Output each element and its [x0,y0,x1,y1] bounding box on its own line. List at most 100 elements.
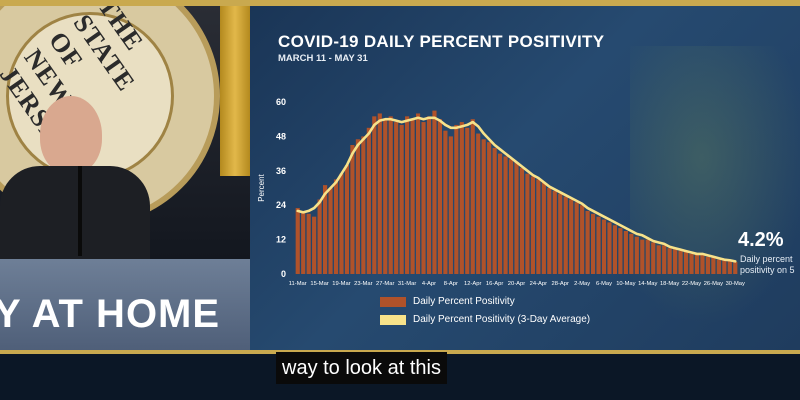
x-tick-label: 4-Apr [422,281,436,287]
x-tick-label: 28-Apr [552,281,569,287]
bar [640,239,645,274]
legend-label-line: Daily Percent Positivity (3-Day Average) [413,314,591,325]
bar [339,173,344,274]
bar [344,165,350,274]
bar [470,119,475,274]
bar [596,216,601,274]
presenter-head [40,96,102,174]
bar [421,122,426,274]
presenter-panel: THE STATE OF NEW JERSEY Y AT HOME [0,6,250,350]
bar [662,245,667,274]
bar [508,159,514,274]
bar [667,248,672,274]
presenter-figure [0,96,150,276]
bar [301,210,306,274]
bar [487,142,492,274]
bar [361,136,366,274]
x-tick-label: 19-Mar [332,281,350,287]
chart-panel: COVID-19 DAILY PERCENT POSITIVITY MARCH … [250,6,800,350]
bar [590,213,596,274]
y-tick-label: 36 [276,166,286,176]
x-tick-label: 2-May [574,281,590,287]
latest-caption-line1: Daily percent [740,254,793,264]
bar [459,122,464,274]
top-gold-strip [0,0,800,6]
bar [317,199,322,274]
bar [574,202,579,274]
bar [432,110,437,274]
chart-subtitle: MARCH 11 - MAY 31 [278,53,368,64]
podium [0,259,250,350]
bar [683,251,689,274]
bar [705,256,710,274]
bar [536,179,541,274]
bar [530,176,535,274]
bar [415,113,421,274]
x-tick-label: 31-Mar [398,281,416,287]
latest-value-caption: Daily percent positivity on 5 [740,254,800,276]
bar [323,185,328,274]
background-photo-figure [630,46,800,326]
bar [580,205,585,274]
bar [328,188,333,274]
y-tick-label: 48 [276,131,286,141]
bar [426,116,432,274]
bar [394,122,399,274]
bar [366,127,371,274]
bar [612,225,618,274]
bar [498,153,503,274]
bar [645,239,650,274]
bar [454,124,459,274]
bar [476,133,481,274]
y-axis-label: Percent [257,173,266,201]
latest-value-callout: 4.2% [738,229,784,251]
y-tick-label: 24 [276,200,286,210]
bar [629,233,634,274]
bar [465,127,470,274]
bar [410,119,415,274]
bar [563,196,568,274]
legend-swatch-line [380,314,406,325]
y-tick-label: 12 [276,235,286,245]
bar [295,208,300,274]
bar [673,248,678,274]
bar [601,219,607,274]
presenter-body [0,166,150,276]
legend-swatch-bar [380,296,406,307]
bar [514,162,519,274]
bar [492,147,497,274]
bar [541,182,546,274]
bar [355,139,360,274]
bar [481,139,486,274]
bar [519,167,525,274]
microphone-icon [78,166,82,256]
bar [585,210,590,274]
latest-caption-line2: positivity on 5 [740,265,795,275]
bar [689,253,694,274]
y-tick-label: 0 [281,269,286,279]
x-tick-label: 6-May [596,281,612,287]
bar [694,253,700,274]
bar [651,242,656,274]
x-tick-label: 11-Mar [289,281,307,287]
bar [618,228,623,274]
bar [569,199,574,274]
bar [306,213,311,274]
bar [716,259,721,274]
bar [377,113,382,274]
x-tick-label: 18-May [660,281,679,287]
y-tick-label: 60 [276,97,286,107]
bar [727,259,732,274]
x-tick-label: 27-Mar [376,281,394,287]
bar [711,256,716,274]
flag-icon [220,6,250,176]
bar [547,188,552,274]
bar [678,251,683,274]
bar [503,156,508,274]
x-tick-label: 22-May [682,281,701,287]
x-tick-label: 30-May [726,281,745,287]
bar [525,173,530,274]
podium-sign-text: Y AT HOME [0,292,221,336]
x-tick-label: 23-Mar [354,281,372,287]
